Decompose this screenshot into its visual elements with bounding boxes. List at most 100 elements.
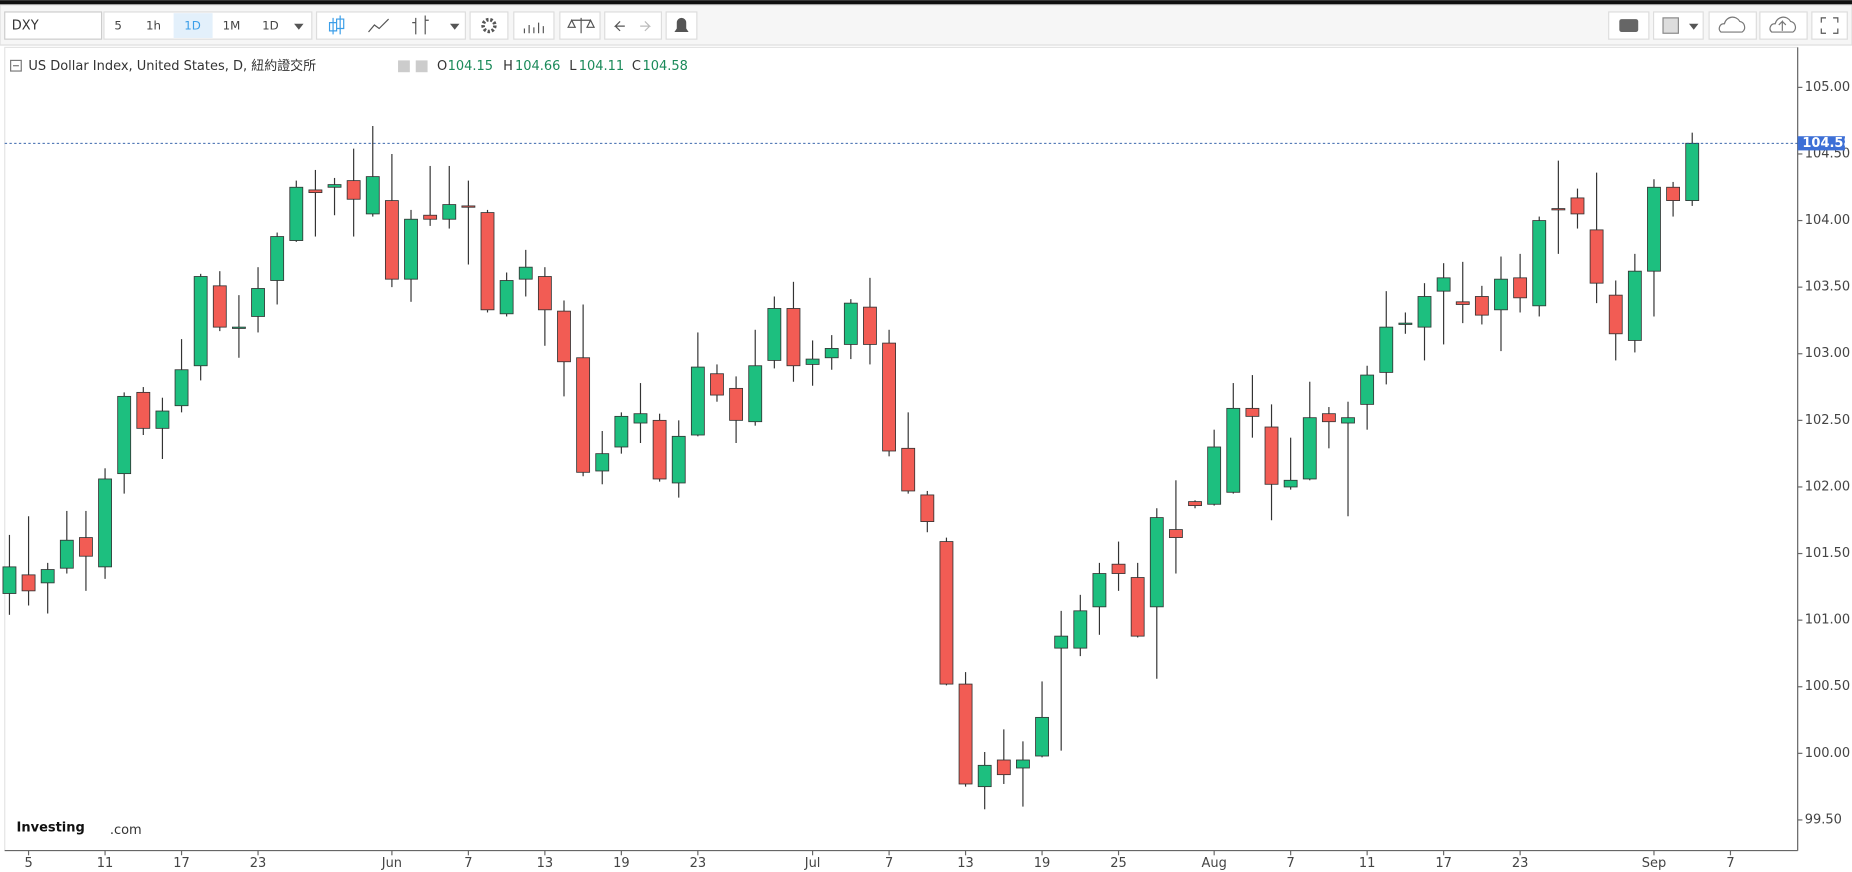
bar-icon[interactable]	[412, 15, 429, 35]
interval-button[interactable]: 1D	[262, 19, 279, 33]
settings-icon	[481, 17, 497, 34]
save-button[interactable]	[1759, 11, 1808, 40]
candle-body	[1283, 479, 1298, 488]
x-tick-label: 7	[1287, 856, 1295, 871]
line-icon[interactable]	[368, 18, 390, 33]
x-tick-label: 23	[250, 856, 267, 871]
dropdown-arrow[interactable]	[1689, 23, 1699, 30]
candle-body	[633, 413, 648, 424]
candle-body	[365, 176, 380, 215]
last-price-box	[1797, 136, 1845, 151]
x-tick-label: 13	[537, 856, 554, 871]
candle-body	[1398, 322, 1413, 325]
candle-body	[863, 306, 877, 345]
x-tick-label: 19	[1034, 856, 1051, 871]
candle-body	[1245, 407, 1260, 417]
x-tick-label: 13	[957, 856, 974, 871]
settings-button[interactable]	[469, 11, 509, 40]
undo-icon[interactable]	[613, 21, 625, 32]
indicators-icon	[523, 22, 544, 34]
dropdown-arrow[interactable]	[450, 23, 460, 30]
candle-body	[1436, 277, 1451, 292]
candle-body	[1111, 563, 1126, 574]
symbol-input[interactable]	[4, 11, 103, 40]
indicators-button[interactable]	[513, 11, 555, 40]
fullscreen-button[interactable]	[1811, 11, 1848, 40]
chart-style-buttons[interactable]	[315, 11, 466, 40]
ohlc-value: 104.15	[448, 59, 493, 74]
candle-body	[1474, 296, 1489, 316]
candle-body	[710, 373, 724, 396]
candle-body	[1494, 278, 1508, 311]
candle-body	[1092, 573, 1107, 608]
candle-body	[996, 759, 1011, 776]
y-tick-label: 102.00	[1805, 479, 1850, 494]
legend-eye[interactable]	[398, 60, 410, 73]
alert-icon	[674, 17, 689, 33]
x-tick-label: 11	[97, 856, 114, 871]
y-tick-label: 101.50	[1805, 546, 1850, 561]
logo: Investing	[17, 821, 85, 836]
candle-body	[1685, 142, 1700, 201]
cloud-icon	[1718, 16, 1746, 33]
candle-body	[1570, 197, 1585, 215]
candle-body	[98, 478, 112, 568]
symbol[interactable]: DXY	[12, 19, 39, 34]
candle-body	[1321, 413, 1336, 423]
candle-body	[939, 541, 954, 685]
candle-body	[1264, 426, 1279, 485]
camera-icon	[1619, 19, 1639, 33]
candle-body	[537, 276, 552, 311]
candle-body	[117, 395, 132, 475]
candle-body	[251, 288, 265, 317]
ohlc-label: L	[569, 59, 577, 74]
x-tick-label: 17	[1435, 856, 1452, 871]
candle-body	[346, 180, 361, 200]
candle-body	[308, 189, 323, 194]
candle-body	[1379, 326, 1394, 373]
candle-body	[1513, 277, 1528, 299]
candle-body	[576, 357, 591, 473]
logo-suffix: .com	[110, 823, 142, 838]
candle-body	[270, 236, 285, 281]
fullscreen-icon	[1820, 17, 1839, 34]
undo-redo	[604, 11, 663, 40]
candle-body	[1666, 186, 1681, 201]
candle-body	[748, 365, 763, 423]
candle-body	[1169, 529, 1183, 538]
candle-body	[1016, 759, 1030, 769]
candle-body	[1341, 417, 1355, 424]
candle-body	[1551, 208, 1566, 211]
candle-body	[671, 435, 686, 484]
load-button[interactable]	[1708, 11, 1757, 40]
candle-body	[786, 308, 801, 367]
interval-button[interactable]: 5	[114, 19, 122, 33]
x-tick-label: 5	[24, 856, 32, 871]
candle-body	[212, 285, 227, 328]
candle-body	[499, 280, 514, 315]
candle-body	[1608, 294, 1623, 335]
candle-body	[480, 212, 495, 311]
candle-body	[767, 308, 782, 361]
legend-settings[interactable]	[415, 60, 428, 73]
y-tick-label: 103.50	[1805, 280, 1850, 295]
interval-button[interactable]: 1h	[146, 19, 161, 33]
x-tick-label: 23	[1512, 856, 1529, 871]
candle-body	[1149, 517, 1164, 608]
x-tick-label: 17	[173, 856, 190, 871]
candle-body	[901, 447, 916, 492]
candle-body	[690, 366, 705, 436]
candle-body	[1226, 407, 1241, 493]
interval-button[interactable]: 1M	[223, 19, 241, 33]
compare-button[interactable]	[559, 11, 601, 40]
interval-button[interactable]: 1D	[184, 19, 201, 33]
ohlc-value: 104.11	[579, 59, 624, 74]
candle-icon[interactable]	[328, 15, 345, 35]
x-tick-label: 11	[1359, 856, 1376, 871]
redo-icon[interactable]	[640, 21, 652, 32]
dropdown-arrow[interactable]	[294, 23, 304, 30]
last-price-label: 104.58	[1802, 136, 1852, 151]
x-tick-label: 25	[1110, 856, 1127, 871]
cloud-upload-icon	[1769, 16, 1797, 33]
candle-body	[232, 326, 246, 329]
